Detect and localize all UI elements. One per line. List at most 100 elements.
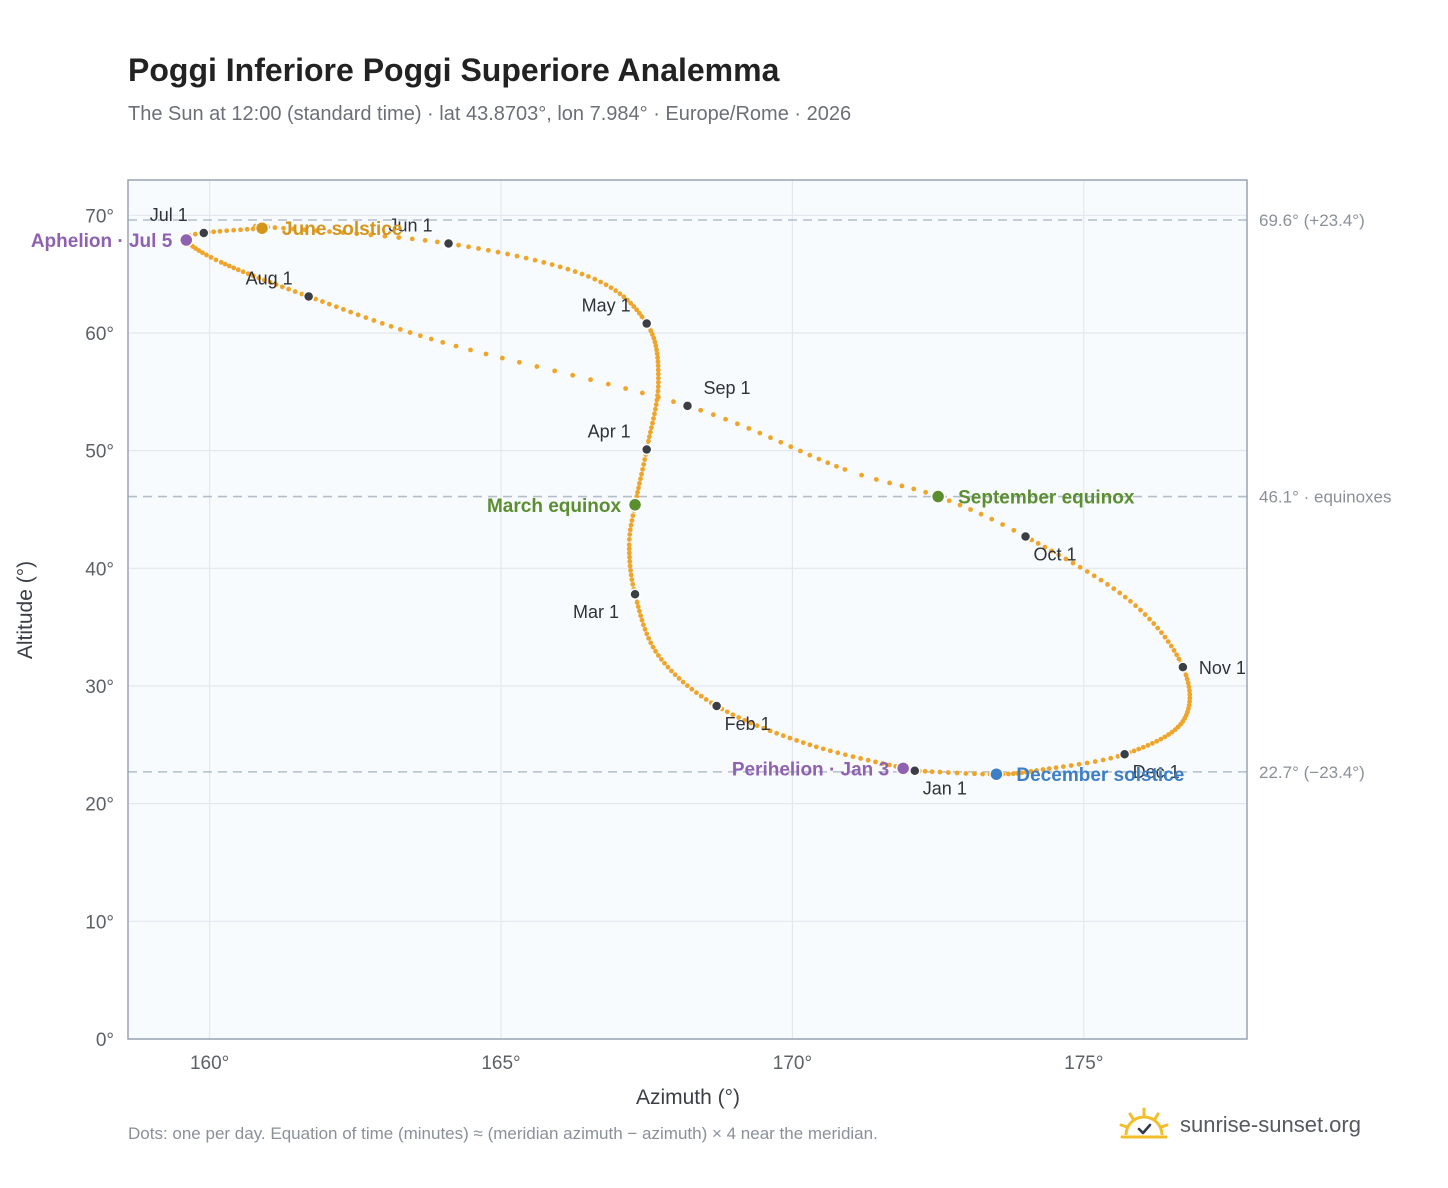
daily-dot [1015, 770, 1020, 776]
daily-dot [1147, 616, 1152, 622]
daily-dot [648, 429, 653, 435]
daily-dot [865, 757, 871, 763]
daily-dot [608, 285, 614, 291]
event-label: September equinox [958, 488, 1135, 509]
daily-dot [541, 259, 547, 265]
daily-dot [1063, 556, 1069, 562]
daily-dot [499, 355, 505, 361]
daily-dot [626, 546, 632, 552]
daily-dot [689, 686, 695, 692]
daily-dot [730, 712, 736, 718]
y-tick-label: 50° [85, 442, 114, 463]
daily-dot [592, 276, 598, 282]
daily-dot [807, 742, 813, 748]
daily-dot [963, 771, 969, 776]
daily-dot [859, 472, 864, 478]
daily-dot [637, 608, 642, 614]
daily-dot [333, 304, 339, 310]
event-label: March equinox [487, 496, 622, 517]
daily-dot [629, 518, 635, 523]
daily-dot [466, 244, 471, 250]
daily-dot [923, 489, 929, 495]
month-marker [640, 317, 653, 330]
event-marker [895, 761, 911, 776]
daily-dot [586, 274, 591, 279]
daily-dot [204, 252, 209, 258]
daily-dot [570, 372, 576, 378]
brand[interactable]: sunrise-sunset.org [1118, 1100, 1361, 1150]
daily-dot [642, 457, 648, 462]
daily-dot [226, 263, 232, 269]
y-tick-label: 30° [85, 677, 114, 698]
daily-dot [850, 754, 856, 760]
daily-dot [534, 364, 540, 369]
reference-line-label: 22.7° (−23.4°) [1259, 763, 1365, 782]
daily-dot [628, 522, 634, 528]
daily-dot [1171, 647, 1177, 653]
y-tick-label: 0° [96, 1030, 114, 1051]
daily-dot [245, 271, 251, 277]
x-tick-label: 170° [773, 1053, 812, 1074]
daily-dot [1165, 639, 1171, 644]
daily-dot [710, 412, 716, 418]
daily-dot [1070, 560, 1076, 566]
daily-dot [653, 648, 658, 654]
daily-dot [873, 477, 879, 482]
daily-dot [1091, 573, 1097, 579]
month-marker [198, 227, 210, 239]
plot-frame [127, 179, 1248, 1040]
daily-dot [1138, 607, 1143, 613]
daily-dot [761, 725, 766, 731]
daily-dot [456, 242, 461, 248]
daily-dot [646, 635, 652, 641]
daily-dot [641, 622, 646, 628]
daily-dot [1092, 759, 1098, 764]
daily-dot [1151, 621, 1157, 626]
daily-dot [655, 375, 661, 381]
daily-dot [495, 249, 501, 255]
y-tick-label: 60° [85, 324, 114, 345]
daily-dot [735, 421, 740, 427]
daily-dot [213, 257, 219, 263]
daily-dot [968, 507, 973, 512]
daily-dot [267, 279, 273, 285]
daily-dot [1077, 564, 1083, 570]
daily-dot [422, 237, 428, 243]
daily-dot [742, 717, 748, 723]
daily-dot [629, 577, 635, 583]
daily-dot [1131, 748, 1137, 754]
daily-dot [434, 239, 440, 245]
daily-dot [281, 225, 286, 231]
daily-dot [1128, 598, 1133, 604]
daily-dot [637, 481, 642, 486]
daily-dot [1162, 734, 1168, 740]
daily-dot [636, 485, 641, 491]
daily-dot [957, 502, 963, 508]
event-markers: June solstice December solstice March equi… [31, 219, 1184, 786]
daily-dot [653, 402, 659, 407]
daily-dot [579, 271, 585, 277]
daily-dot [1034, 768, 1039, 773]
month-label: Oct 1 [1034, 545, 1077, 565]
month-label: Aug 1 [246, 268, 293, 288]
daily-dot [694, 690, 699, 696]
month-marker [681, 400, 694, 412]
daily-dot [624, 297, 630, 303]
month-label: Jun 1 [389, 216, 433, 236]
month-label: Apr 1 [588, 421, 631, 441]
daily-dot [652, 339, 658, 345]
daily-dot [1176, 656, 1182, 662]
daily-dot [946, 498, 952, 504]
daily-dot [671, 399, 676, 405]
month-marker [1177, 661, 1189, 673]
month-marker [442, 237, 455, 250]
reference-lines: 69.6° (+23.4°) 46.1° · equinoxes 22.7° (−2… [128, 211, 1392, 782]
daily-dot [639, 617, 645, 623]
daily-dot [703, 697, 709, 702]
daily-dot [1166, 732, 1172, 737]
daily-dot [440, 339, 446, 345]
daily-dot [417, 333, 423, 339]
daily-dot [655, 379, 661, 385]
daily-dot [642, 626, 648, 632]
x-tick-label: 175° [1064, 1053, 1103, 1074]
